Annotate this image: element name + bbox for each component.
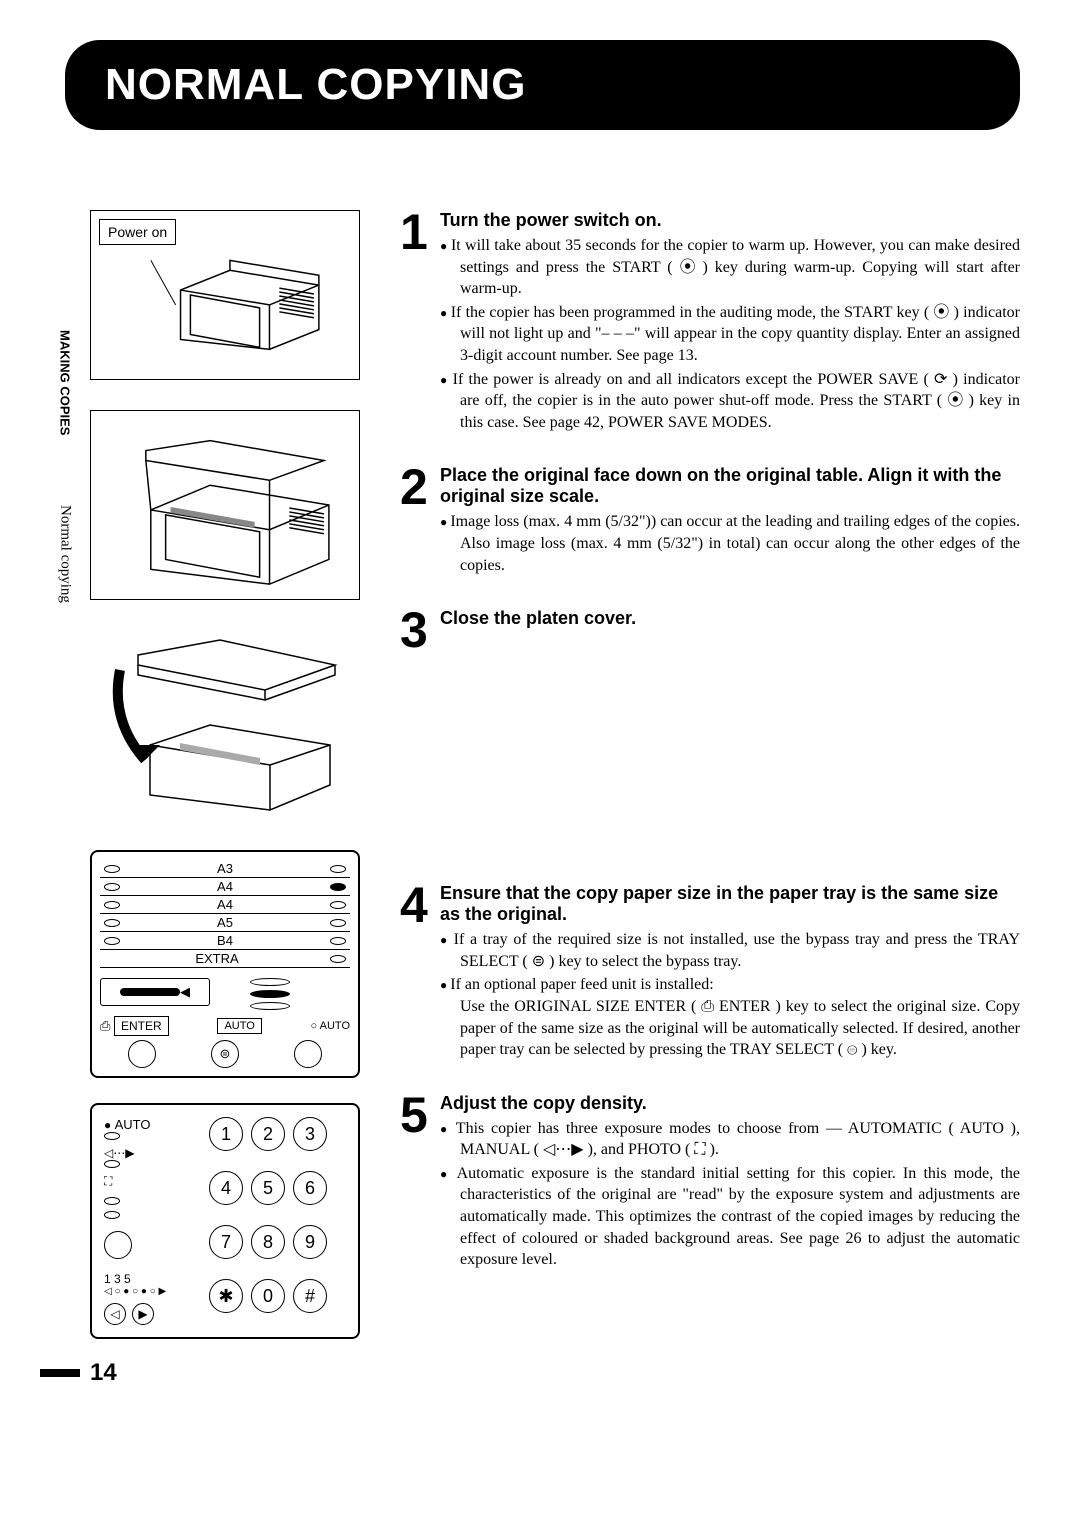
illus-place-original: [90, 410, 360, 600]
step-bullet: This copier has three exposure modes to …: [440, 1118, 1020, 1161]
step-number: 4: [400, 883, 440, 1063]
copier-close-icon: [90, 630, 360, 820]
dark-button[interactable]: ▶: [132, 1303, 154, 1325]
key-8[interactable]: 8: [251, 1225, 285, 1259]
step-title: Close the platen cover.: [440, 608, 1020, 629]
key-7[interactable]: 7: [209, 1225, 243, 1259]
key-3[interactable]: 3: [293, 1117, 327, 1151]
paper-row: A4: [100, 878, 350, 896]
key-1[interactable]: 1: [209, 1117, 243, 1151]
light-button[interactable]: ◁: [104, 1303, 126, 1325]
step-bullet: If a tray of the required size is not in…: [440, 929, 1020, 972]
key-9[interactable]: 9: [293, 1225, 327, 1259]
paper-row: A3: [100, 860, 350, 878]
illus-close-cover: [90, 630, 360, 820]
enter-key[interactable]: ENTER: [114, 1016, 169, 1036]
step-bullet: It will take about 35 seconds for the co…: [440, 235, 1020, 300]
page-number: 14: [90, 1359, 117, 1387]
page-bar-icon: [40, 1369, 80, 1377]
step-bullet: Image loss (max. 4 mm (5/32")) can occur…: [440, 511, 1020, 576]
step-title: Place the original face down on the orig…: [440, 465, 1020, 507]
numpad-grid: 1 2 3 4 5 6 7 8 9 ✱ 0 #: [209, 1117, 327, 1325]
key-5[interactable]: 5: [251, 1171, 285, 1205]
step-title: Turn the power switch on.: [440, 210, 1020, 231]
tray-select-button[interactable]: ⊜: [211, 1040, 239, 1068]
paper-list: A3 A4 A4 A5 B4 EXTRA: [100, 860, 350, 968]
content: MAKING COPIES Normal copying Power on: [40, 210, 1020, 1339]
key-star[interactable]: ✱: [209, 1279, 243, 1313]
paper-row: B4: [100, 932, 350, 950]
page-title: NORMAL COPYING: [105, 60, 980, 110]
panel-button[interactable]: [128, 1040, 156, 1068]
step-bullet: If the copier has been programmed in the…: [440, 302, 1020, 367]
key-4[interactable]: 4: [209, 1171, 243, 1205]
step-1: 1 Turn the power switch on. It will take…: [400, 210, 1020, 435]
panel-button[interactable]: [294, 1040, 322, 1068]
step-number: 1: [400, 210, 440, 435]
mode-button[interactable]: [104, 1231, 132, 1259]
sidebar: MAKING COPIES Normal copying: [40, 210, 90, 1339]
step-bullet: If an optional paper feed unit is instal…: [440, 974, 1020, 1060]
key-0[interactable]: 0: [251, 1279, 285, 1313]
illus-label: Power on: [99, 219, 176, 245]
paper-row: A5: [100, 914, 350, 932]
key-2[interactable]: 2: [251, 1117, 285, 1151]
paper-row: A4: [100, 896, 350, 914]
paper-size-panel: A3 A4 A4 A5 B4 EXTRA ◀ ⎙ ENTER AUTO: [90, 850, 360, 1078]
step-number: 3: [400, 608, 440, 653]
sidebar-page-ref: Normal copying: [57, 505, 74, 603]
step-3: 3 Close the platen cover.: [400, 608, 1020, 653]
step-number: 2: [400, 465, 440, 578]
sidebar-section: MAKING COPIES: [58, 330, 73, 435]
paper-row: EXTRA: [100, 950, 350, 968]
step-number: 5: [400, 1093, 440, 1273]
step-title: Ensure that the copy paper size in the p…: [440, 883, 1020, 925]
step-2: 2 Place the original face down on the or…: [400, 465, 1020, 578]
illus-power-on: Power on: [90, 210, 360, 380]
key-6[interactable]: 6: [293, 1171, 327, 1205]
page-number-bar: 14: [40, 1359, 1020, 1387]
left-column: Power on: [90, 210, 390, 1339]
step-5: 5 Adjust the copy density. This copier h…: [400, 1093, 1020, 1273]
step-title: Adjust the copy density.: [440, 1093, 1020, 1114]
title-banner: NORMAL COPYING: [65, 40, 1020, 130]
key-hash[interactable]: #: [293, 1279, 327, 1313]
right-column: 1 Turn the power switch on. It will take…: [390, 210, 1020, 1339]
step-4: 4 Ensure that the copy paper size in the…: [400, 883, 1020, 1063]
step-bullet: If the power is already on and all indic…: [440, 369, 1020, 434]
numpad-panel: ● AUTO ◁⋯▶ ⛶ 1 3 5 ◁ ○ ● ○ ● ○ ▶ ◁ ▶ 1 2…: [90, 1103, 360, 1339]
copier-open-icon: [91, 411, 359, 599]
step-bullet: Automatic exposure is the standard initi…: [440, 1163, 1020, 1271]
